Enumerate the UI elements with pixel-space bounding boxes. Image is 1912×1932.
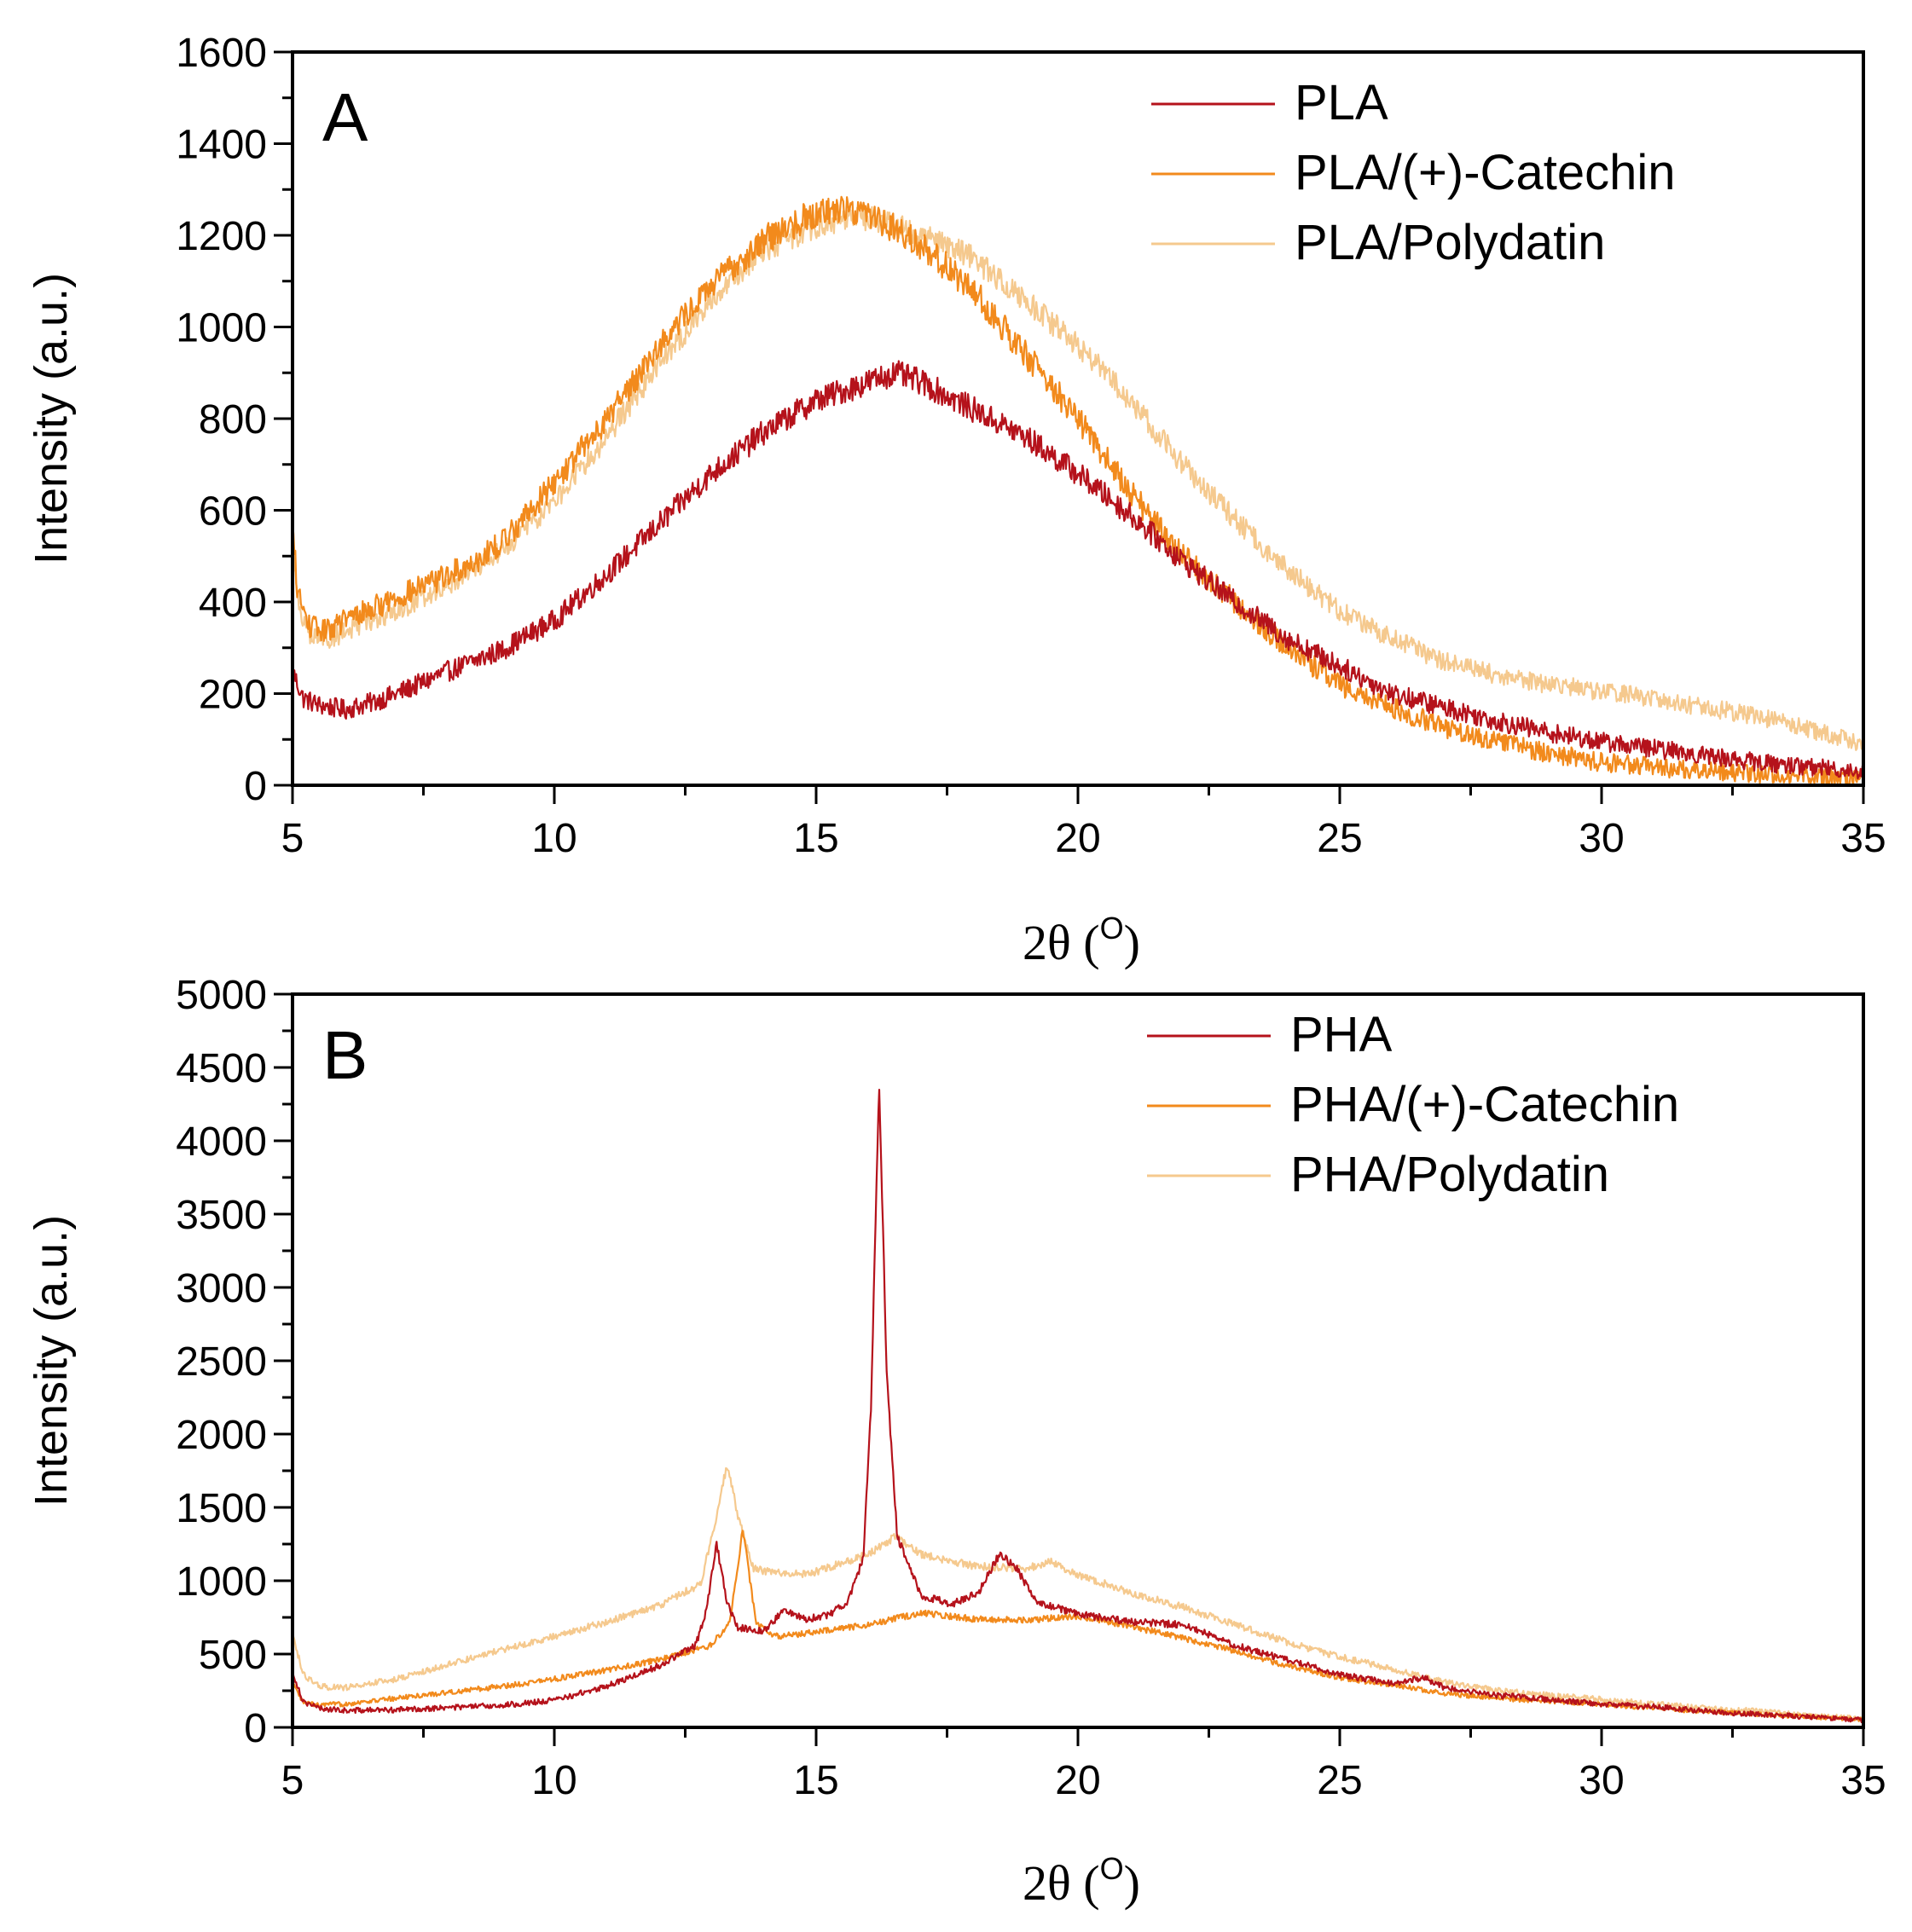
panel-b-series-line-2 [291, 1466, 1864, 1722]
panel-b-y-tick-label: 500 [199, 1633, 267, 1678]
panel-a-y-tick-label: 1000 [176, 306, 267, 351]
panel-a-y-tick-label: 1600 [176, 31, 267, 76]
panel-a-legend-label-2: PLA/Polydatin [1295, 215, 1605, 270]
panel-a-series-line-2 [291, 205, 1865, 751]
panel-b-series [291, 1089, 1865, 1724]
panel-b-y-tick-label: 1000 [176, 1559, 267, 1605]
panel-a-x-axis-title-sup: O [1100, 911, 1124, 946]
panel-b-y-tick-label: 1500 [176, 1486, 267, 1531]
panel-b-x-tick-label: 15 [793, 1758, 838, 1803]
panel-a: 5 10 15 20 25 30 35 0 200 400 600 800 1000 1200 1400 16… [26, 31, 1886, 970]
panel-b-legend-label-2: PHA/Polydatin [1290, 1147, 1609, 1202]
panel-b-y-tick-label: 3000 [176, 1266, 267, 1311]
panel-b-y-tick-label: 2500 [176, 1339, 267, 1385]
panel-a-series-line-0 [291, 360, 1865, 780]
panel-b-x-tick-label: 35 [1840, 1758, 1886, 1803]
panel-a-legend-label-1: PLA/(+)-Catechin [1295, 145, 1675, 200]
panel-a-x-tick-label: 15 [793, 816, 838, 861]
panel-a-x-axis-title-close: ) [1124, 915, 1140, 970]
panel-b-legend-label-1: PHA/(+)-Catechin [1290, 1077, 1679, 1132]
panel-b-y-tick-label: 3500 [176, 1193, 267, 1238]
panel-b-x-tick-label: 20 [1055, 1758, 1100, 1803]
panel-a-legend-label-0: PLA [1295, 75, 1388, 130]
panel-b-series-line-0 [291, 1089, 1865, 1724]
panel-b-y-tick-label: 5000 [176, 973, 267, 1018]
panel-a-y-tick-label: 1400 [176, 123, 267, 168]
panel-a-x-tick-label: 20 [1055, 816, 1100, 861]
panel-a-y-tick-label: 1200 [176, 214, 267, 259]
panel-b-legend-label-0: PHA [1290, 1007, 1393, 1062]
panel-b-x-tick-label: 30 [1579, 1758, 1624, 1803]
panel-a-x-axis-title-main: 2θ ( [1023, 915, 1100, 970]
panel-a-y-tick-label: 800 [199, 397, 267, 443]
panel-a-x-axis-title: 2θ (O) [1023, 911, 1140, 970]
panel-a-y-tick-label: 400 [199, 581, 267, 626]
panel-a-x-tick-label: 35 [1840, 816, 1886, 861]
panel-b-x-axis-title-close: ) [1124, 1855, 1140, 1911]
panel-a-y-axis-title: Intensity (a.u.) [26, 273, 77, 564]
panel-a-y-tick-label: 0 [244, 764, 267, 809]
panel-a-x-tick-label: 25 [1317, 816, 1362, 861]
panel-b-y-tick-label: 0 [244, 1706, 267, 1751]
panel-a-x-tick-label: 10 [531, 816, 576, 861]
panel-b: 5 10 15 20 25 30 35 0 500 1000 1500 2000 2500 3000 350… [26, 973, 1886, 1911]
panel-b-y-axis-title: Intensity (a.u.) [26, 1215, 77, 1507]
panel-a-label: A [322, 79, 368, 155]
panel-b-x-tick-label: 5 [281, 1758, 304, 1803]
panel-a-series [291, 195, 1865, 786]
panel-b-ticks: 5 10 15 20 25 30 35 0 500 1000 1500 2000 2500 3000 350… [176, 973, 1886, 1803]
panel-a-x-tick-label: 5 [281, 816, 304, 861]
panel-b-x-axis-title-main: 2θ ( [1023, 1855, 1100, 1911]
panel-a-series-line-1 [291, 195, 1865, 786]
panel-b-series-line-1 [292, 1530, 1864, 1722]
panel-b-y-tick-label: 2000 [176, 1413, 267, 1458]
panel-b-x-axis-title-sup: O [1100, 1851, 1124, 1886]
panel-a-y-tick-label: 600 [199, 489, 267, 535]
panel-b-y-tick-label: 4000 [176, 1119, 267, 1165]
panel-b-label: B [322, 1017, 368, 1093]
panel-a-ticks: 5 10 15 20 25 30 35 0 200 400 600 800 1000 1200 1400 16… [176, 31, 1886, 861]
panel-b-y-tick-label: 4500 [176, 1046, 267, 1091]
panel-b-x-tick-label: 25 [1317, 1758, 1362, 1803]
panel-a-x-tick-label: 30 [1579, 816, 1624, 861]
panel-b-x-axis-title: 2θ (O) [1023, 1851, 1140, 1911]
panel-a-legend: PLA PLA/(+)-Catechin PLA/Polydatin [1151, 75, 1675, 270]
panel-b-legend: PHA PHA/(+)-Catechin PHA/Polydatin [1147, 1007, 1679, 1202]
panel-a-y-tick-label: 200 [199, 673, 267, 718]
panel-b-x-tick-label: 10 [531, 1758, 576, 1803]
